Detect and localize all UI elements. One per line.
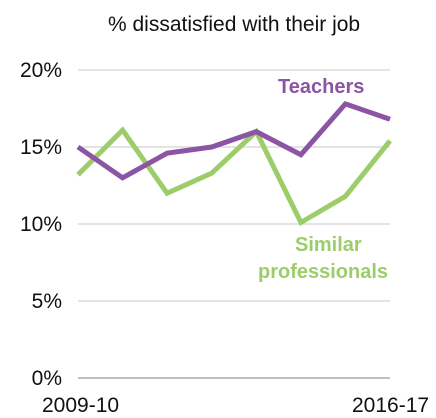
y-tick-label: 20% xyxy=(20,59,62,82)
gridlines xyxy=(78,69,390,302)
y-tick-label: 5% xyxy=(32,290,62,313)
series-label-similar-line-1: Similar xyxy=(295,234,362,256)
y-tick-label: 15% xyxy=(20,136,62,159)
y-axis-ticks: 0% 5% 10% 15% 20% xyxy=(20,59,62,390)
x-tick-label-start: 2009-10 xyxy=(42,394,119,417)
series-label-teachers: Teachers xyxy=(278,76,364,98)
series-line-teachers xyxy=(76,100,391,181)
series-line-similar-professionals xyxy=(76,126,392,227)
series-label-similar-professionals: Similar professionals xyxy=(258,234,388,283)
series-label-similar-line-2: professionals xyxy=(258,261,388,283)
y-tick-label: 10% xyxy=(20,213,62,236)
chart-title: % dissatisfied with their job xyxy=(108,13,360,36)
series-lines xyxy=(76,100,392,227)
x-tick-label-end: 2016-17 xyxy=(352,394,429,417)
y-tick-label: 0% xyxy=(32,367,62,390)
